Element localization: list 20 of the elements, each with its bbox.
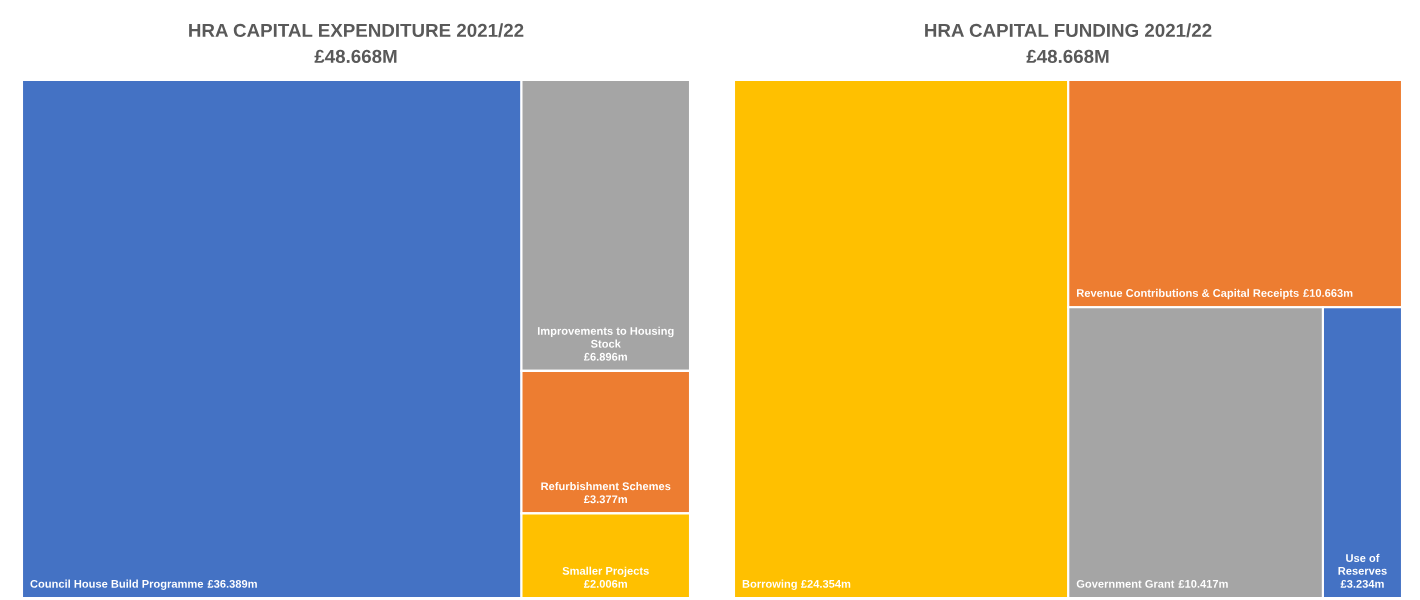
category-label: Revenue Contributions & Capital Receipts [1077,288,1299,300]
category-label: Refurbishment Schemes [541,482,671,491]
category-label: Government Grant [1076,579,1175,588]
data-label: £3.234m [1340,579,1384,588]
data-label: £10.417m [1178,579,1228,588]
text: £48.668M [1026,49,1109,64]
data-label: £3.377m [583,495,627,504]
data-label: £10.663m [1303,289,1353,297]
data-label: £24.354m [800,579,851,588]
category-label: Council House Build Programme [30,579,204,590]
text: £48.668M [314,49,397,64]
data-label: £2.006m [583,579,627,588]
text: HRA CAPITAL EXPENDITURE 2021/22 [189,23,524,38]
data-label: £6.896m [583,352,627,361]
category-label: Smaller Projects [562,566,649,577]
category-label: Use of Reserves [1338,553,1387,575]
category-label: Borrowing [742,579,797,590]
category-label: Improvements to Housing Stock [537,326,674,348]
text: HRA CAPITAL FUNDING 2021/22 [925,23,1212,38]
data-label: £36.389m [207,579,257,588]
